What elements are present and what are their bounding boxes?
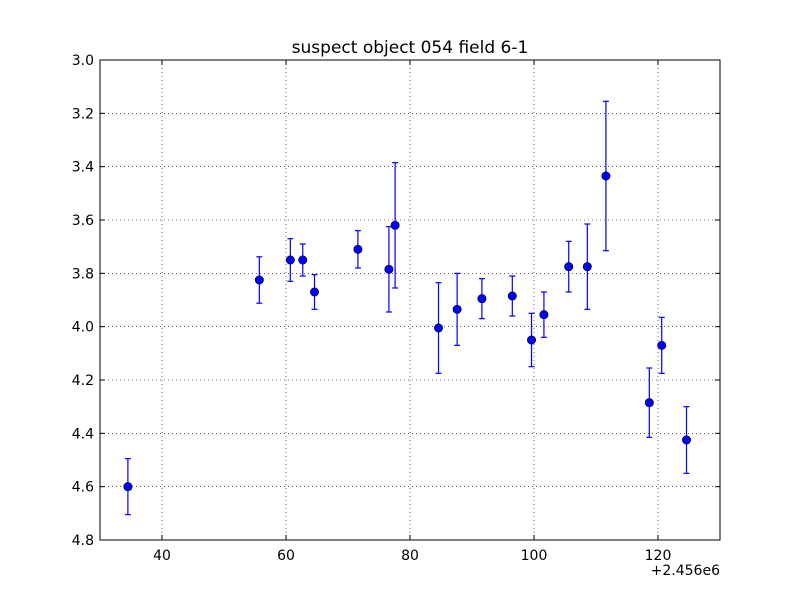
data-point-group	[644, 367, 654, 438]
y-tick-label: 3.0	[72, 53, 94, 69]
data-point	[564, 262, 574, 272]
y-tick-label: 3.4	[72, 160, 94, 176]
data-point	[310, 287, 320, 297]
data-point-group	[477, 278, 487, 320]
data-series	[123, 100, 692, 516]
x-tick-label: 60	[277, 548, 295, 564]
data-point	[644, 398, 654, 408]
y-tick-label: 4.4	[72, 426, 94, 442]
data-point-group	[298, 243, 308, 277]
data-point-group	[384, 226, 394, 313]
axis-ticks	[100, 59, 720, 541]
axis-tick-labels: 40 60 80 100 120 3.0 3.2 3.4 3.6 3.8 4.0 4.2 4.4 4.6 4…	[72, 53, 672, 564]
data-point-group	[285, 238, 295, 282]
data-point-group	[434, 282, 444, 374]
data-point	[298, 255, 308, 265]
data-point	[254, 275, 264, 285]
y-tick-label: 3.2	[72, 106, 94, 122]
data-point-group	[582, 223, 592, 310]
data-point	[285, 255, 295, 265]
y-tick-label: 3.8	[72, 266, 94, 282]
data-point-group	[353, 230, 363, 269]
data-point	[123, 482, 133, 492]
data-point-group	[657, 316, 667, 374]
x-tick-label: 100	[521, 548, 548, 564]
y-tick-label: 4.6	[72, 480, 94, 496]
data-point-group	[527, 312, 537, 368]
data-point	[477, 294, 487, 304]
data-point	[657, 340, 667, 350]
x-tick-label: 80	[401, 548, 419, 564]
data-point-group	[310, 274, 320, 310]
data-point-group	[682, 406, 692, 474]
data-point	[582, 262, 592, 272]
data-point	[601, 171, 611, 181]
data-point	[507, 291, 517, 301]
data-point-group	[507, 275, 517, 317]
data-point-group	[254, 256, 264, 304]
data-point	[527, 335, 537, 345]
y-tick-label: 3.6	[72, 213, 94, 229]
data-point	[434, 323, 444, 333]
chart-title: suspect object 054 field 6-1	[292, 38, 529, 58]
y-tick-label: 4.2	[72, 373, 94, 389]
data-point-group	[390, 162, 400, 289]
x-axis-offset-label: +2.456e6	[651, 563, 720, 579]
data-point-group	[539, 291, 549, 338]
data-point-group	[452, 272, 462, 346]
data-point-group	[564, 240, 574, 293]
data-point-group	[601, 100, 611, 252]
data-point	[539, 310, 549, 320]
x-tick-label: 120	[645, 548, 672, 564]
y-tick-label: 4.0	[72, 320, 94, 336]
data-point	[353, 244, 363, 254]
data-point	[384, 264, 394, 274]
y-tick-label: 4.8	[72, 533, 94, 549]
data-point	[390, 220, 400, 230]
data-point-group	[123, 458, 133, 516]
x-tick-label: 40	[153, 548, 171, 564]
data-point	[452, 304, 462, 314]
data-point	[682, 435, 692, 445]
